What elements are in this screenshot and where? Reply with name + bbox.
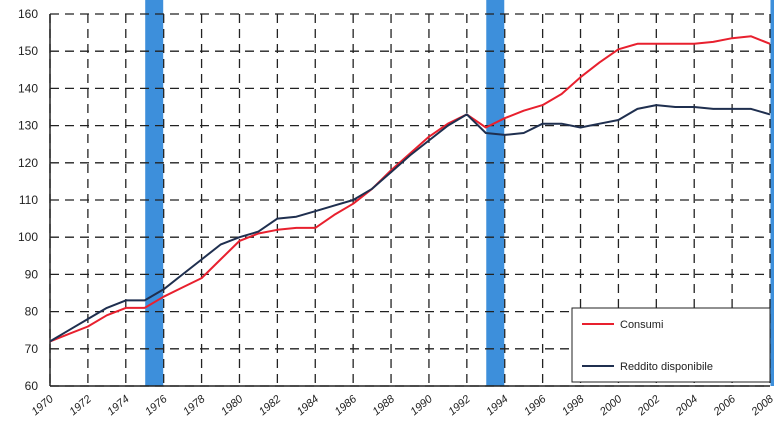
recession-band: [145, 0, 164, 386]
recession-band: [770, 0, 774, 386]
x-tick-label: 2006: [711, 393, 739, 419]
x-tick-label: 1972: [67, 393, 93, 418]
y-tick-label: 90: [25, 267, 39, 281]
series-lines: [49, 35, 771, 343]
x-tick-label: 1992: [446, 393, 472, 418]
x-tick-label: 1974: [105, 393, 131, 418]
series-line-reddito-disponibile: [49, 104, 771, 343]
x-tick-label: 1996: [522, 393, 549, 418]
y-tick-label: 100: [18, 230, 38, 244]
y-tick-label: 160: [18, 7, 38, 21]
x-tick-label: 1990: [408, 393, 435, 418]
x-tick-label: 1978: [181, 393, 208, 418]
x-tick-label: 2004: [673, 393, 700, 419]
y-tick-labels: 60 70 80 90 100 110 120 130 140 150 160: [18, 7, 38, 393]
y-tick-label: 70: [25, 342, 39, 356]
x-tick-label: 1984: [295, 393, 321, 418]
legend-box: [571, 307, 771, 383]
x-tick-label: 2002: [635, 393, 662, 419]
y-tick-label: 60: [25, 379, 39, 393]
x-tick-labels: 1970 1972 1974 1976 1978 1980 1982 1984 1986 1988…: [29, 393, 774, 419]
legend: Consumi Reddito disponibile: [571, 307, 771, 383]
y-tick-label: 150: [18, 44, 38, 58]
recession-band: [486, 0, 505, 386]
series-line-consumi: [49, 35, 771, 343]
y-tick-label: 130: [18, 119, 38, 133]
axes: [49, 14, 770, 387]
y-tick-label: 80: [25, 305, 39, 319]
x-tick-label: 1986: [333, 393, 360, 418]
recession-bands: [145, 0, 774, 386]
x-tick-label: 1980: [219, 393, 246, 418]
x-tick-label: 2008: [749, 393, 774, 419]
y-tick-label: 120: [18, 156, 38, 170]
x-tick-label: 1998: [560, 393, 587, 418]
x-tick-label: 1976: [143, 393, 170, 418]
x-tick-label: 1970: [29, 393, 56, 418]
x-tick-label: 2000: [597, 393, 625, 419]
legend-label-reddito: Reddito disponibile: [620, 361, 713, 373]
x-tick-label: 1988: [371, 393, 398, 418]
legend-label-consumi: Consumi: [620, 319, 663, 331]
x-tick-label: 1982: [257, 393, 283, 418]
y-tick-label: 110: [19, 193, 38, 207]
x-tick-label: 1994: [484, 393, 510, 418]
gridlines: [49, 13, 771, 387]
y-tick-label: 140: [18, 81, 38, 95]
